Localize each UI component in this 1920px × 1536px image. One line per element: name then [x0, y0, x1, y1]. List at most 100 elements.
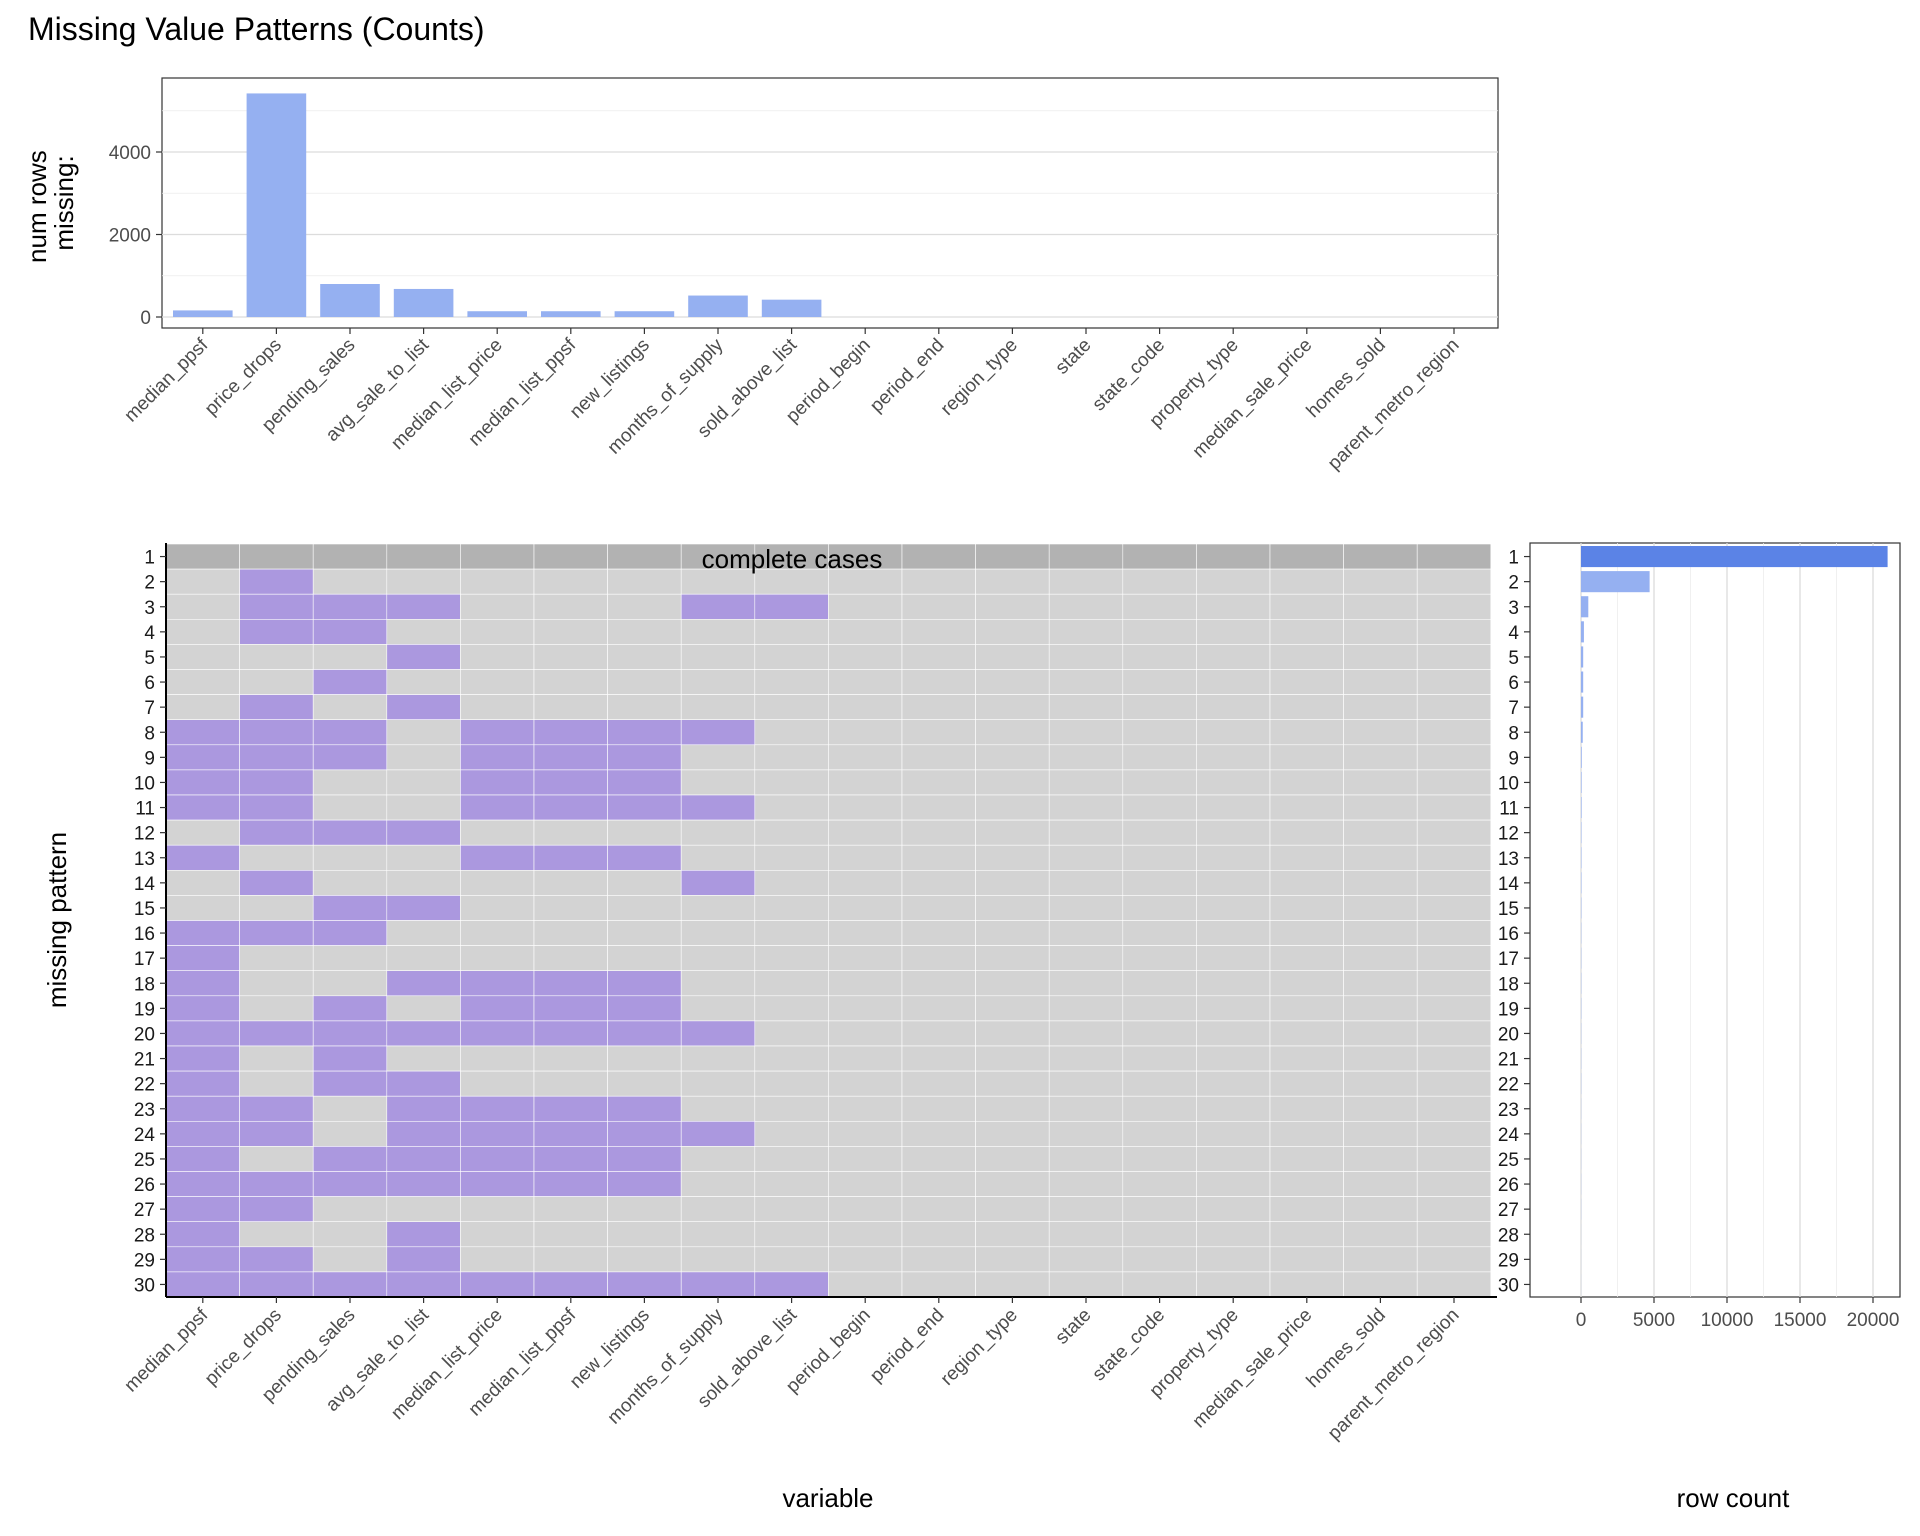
heatmap-cell — [533, 769, 608, 796]
heatmap-cell — [1343, 1146, 1418, 1172]
right-y-tick-label: 18 — [1498, 974, 1519, 995]
heatmap-cell — [607, 593, 682, 620]
heatmap-cell — [533, 945, 608, 971]
heatmap-cell — [1196, 920, 1271, 946]
heatmap-cell — [165, 869, 240, 896]
heatmap-cell — [680, 895, 756, 921]
heatmap-cell — [1122, 694, 1197, 720]
heatmap-cell — [975, 769, 1050, 796]
main-x-tick-label-region_type: region_type — [937, 1305, 1022, 1390]
heatmap-cell — [1416, 1095, 1492, 1122]
heatmap-cell — [460, 1020, 535, 1047]
heatmap-cell — [1269, 744, 1344, 771]
main-y-tick-label: 3 — [144, 598, 155, 619]
heatmap-cell — [901, 869, 976, 896]
heatmap-cell — [828, 543, 903, 570]
heatmap-cell — [386, 794, 461, 821]
heatmap-cell — [1416, 794, 1492, 821]
heatmap-cell — [386, 719, 461, 746]
heatmap-cell — [460, 1171, 535, 1197]
heatmap-cell — [754, 1095, 829, 1122]
right-y-tick-label: 14 — [1498, 874, 1520, 895]
heatmap-cell — [754, 669, 829, 695]
heatmap-cell — [165, 1121, 240, 1147]
heatmap-cell — [460, 1246, 535, 1273]
heatmap-cell — [1269, 970, 1344, 997]
heatmap-cell — [312, 1045, 388, 1072]
heatmap-cell — [1048, 920, 1124, 946]
heatmap-cell — [312, 945, 388, 971]
heatmap-cell — [1196, 744, 1271, 771]
main-y-tick-label: 24 — [134, 1125, 156, 1146]
heatmap-cell — [460, 794, 535, 821]
heatmap-cell — [312, 869, 388, 896]
heatmap-cell — [460, 1070, 535, 1097]
heatmap-cell — [901, 895, 976, 921]
heatmap-cell — [1048, 1221, 1124, 1248]
right-x-tick-label: 15000 — [1774, 1310, 1827, 1331]
heatmap-cell — [533, 669, 608, 695]
main-y-tick-label: 23 — [134, 1100, 155, 1121]
heatmap-cell — [1122, 970, 1197, 997]
heatmap-cell — [1196, 1070, 1271, 1097]
heatmap-cell — [607, 744, 682, 771]
heatmap-cell — [828, 1246, 903, 1273]
heatmap-cell — [1196, 945, 1271, 971]
heatmap-cell — [312, 920, 388, 946]
heatmap-cell — [1122, 1121, 1197, 1147]
heatmap-cell — [386, 1095, 461, 1122]
heatmap-cell — [1196, 895, 1271, 921]
heatmap-cell — [1343, 669, 1418, 695]
top-x-tick-label-state_code: state_code — [1089, 335, 1170, 416]
heatmap-cell — [754, 1221, 829, 1248]
top-bar-pending_sales — [320, 284, 380, 317]
heatmap-cell — [1048, 844, 1124, 871]
heatmap-cell — [828, 1095, 903, 1122]
main-y-tick-label: 1 — [144, 548, 155, 569]
heatmap-cell — [386, 1121, 461, 1147]
right-y-tick-label: 1 — [1508, 548, 1519, 569]
heatmap-cell — [533, 869, 608, 896]
heatmap-cell — [975, 644, 1050, 670]
heatmap-cell — [1122, 568, 1197, 595]
right-y-tick-label: 26 — [1498, 1175, 1519, 1196]
heatmap-cell — [607, 1246, 682, 1273]
heatmap-cell — [607, 1070, 682, 1097]
heatmap-cell — [828, 1045, 903, 1072]
right-y-tick-label: 9 — [1508, 748, 1519, 769]
heatmap-cell — [1196, 869, 1271, 896]
heatmap-cell — [828, 644, 903, 670]
heatmap-cell — [1196, 844, 1271, 871]
heatmap-cell — [239, 1146, 314, 1172]
heatmap-cell — [1122, 1271, 1197, 1298]
heatmap-cell — [828, 920, 903, 946]
main-y-tick-label: 12 — [134, 824, 155, 845]
heatmap-cell — [607, 719, 682, 746]
heatmap-cell — [754, 1246, 829, 1273]
heatmap-cell — [607, 618, 682, 645]
heatmap-cell — [386, 694, 461, 720]
heatmap-cell — [165, 669, 240, 695]
heatmap-cell — [901, 1271, 976, 1298]
heatmap-cell — [1343, 769, 1418, 796]
heatmap-cell — [1048, 945, 1124, 971]
heatmap-cell — [1416, 719, 1492, 746]
heatmap-cell — [239, 669, 314, 695]
heatmap-cell — [1416, 669, 1492, 695]
heatmap-cell — [1269, 1146, 1344, 1172]
heatmap-cell — [828, 844, 903, 871]
heatmap-cell — [386, 1020, 461, 1047]
heatmap-cell — [607, 1171, 682, 1197]
heatmap-cell — [1048, 644, 1124, 670]
heatmap-cell — [239, 568, 314, 595]
heatmap-cell — [828, 719, 903, 746]
pattern-heatmap-panel: complete cases 1234567891011121314151617… — [42, 543, 1497, 1513]
heatmap-cell — [1122, 719, 1197, 746]
heatmap-cell — [1196, 644, 1271, 670]
heatmap-cell — [1196, 1271, 1271, 1298]
right-y-tick-label: 20 — [1498, 1024, 1519, 1045]
heatmap-cell — [1343, 1070, 1418, 1097]
heatmap-cell — [165, 543, 240, 570]
right-y-tick-label: 4 — [1508, 623, 1519, 644]
heatmap-cell — [828, 794, 903, 821]
